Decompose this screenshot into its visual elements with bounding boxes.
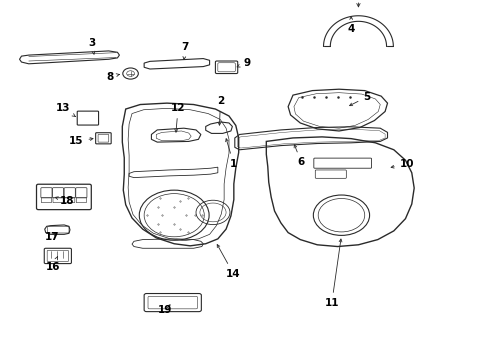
Text: 1: 1 (225, 139, 237, 169)
Text: 7: 7 (181, 42, 189, 59)
Text: 5: 5 (349, 92, 370, 105)
Text: 8: 8 (106, 72, 119, 82)
Text: 19: 19 (158, 305, 172, 315)
Text: 15: 15 (69, 136, 93, 147)
Text: 4: 4 (347, 17, 354, 34)
Text: 12: 12 (170, 103, 185, 132)
Text: 10: 10 (390, 159, 413, 169)
Text: 16: 16 (46, 256, 60, 272)
Text: 18: 18 (55, 195, 74, 206)
Text: 17: 17 (44, 232, 59, 242)
Text: 14: 14 (217, 244, 240, 279)
Text: 11: 11 (324, 239, 341, 308)
Text: 2: 2 (217, 96, 224, 125)
Text: 3: 3 (88, 38, 95, 54)
Text: 6: 6 (294, 145, 305, 167)
Text: 9: 9 (237, 58, 250, 68)
Text: 13: 13 (55, 103, 75, 117)
